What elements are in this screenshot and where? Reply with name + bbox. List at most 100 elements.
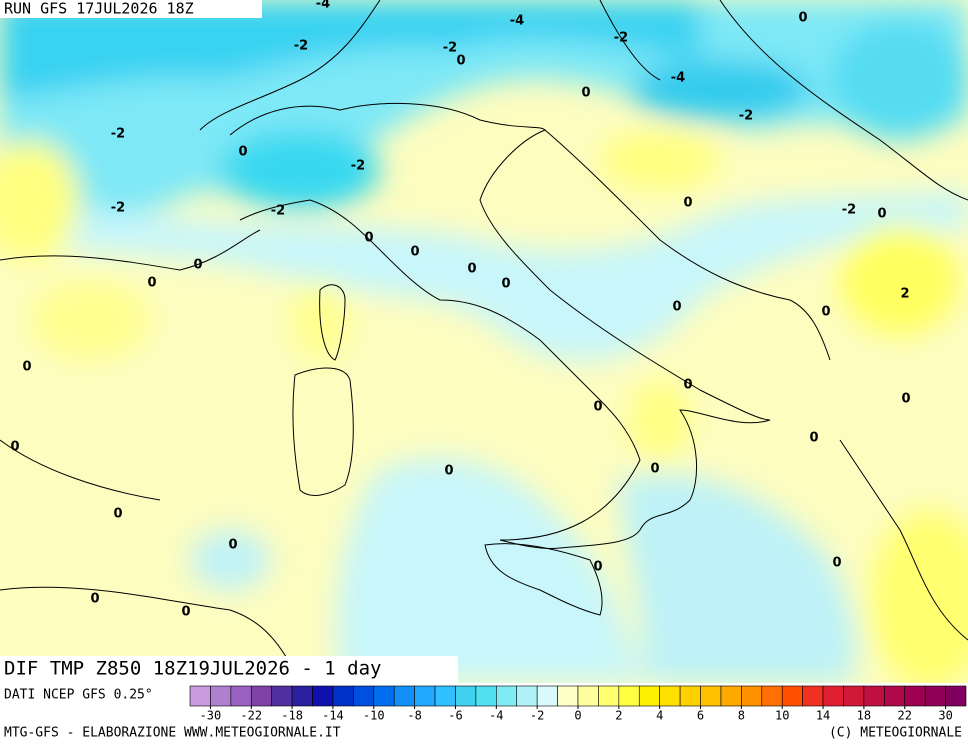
- colorbar-tick-label: -6: [448, 709, 462, 723]
- contour-label: 0: [228, 538, 237, 553]
- contour-label: 0: [501, 277, 510, 292]
- colorbar-swatch: [761, 685, 783, 707]
- contour-label: -2: [842, 203, 856, 218]
- contour-label: 0: [364, 231, 373, 246]
- contour-label: 0: [877, 207, 886, 222]
- colorbar-swatch: [516, 685, 538, 707]
- coastlines: [0, 0, 968, 683]
- colorbar-tick-label: 10: [775, 709, 789, 723]
- colorbar-swatch: [210, 685, 232, 707]
- contour-label: 0: [467, 262, 476, 277]
- colorbar-swatch: [271, 685, 293, 707]
- map-title: DIF TMP Z850 18Z19JUL2026 - 1 day: [4, 658, 382, 680]
- colorbar-swatch: [741, 685, 763, 707]
- colorbar-swatch: [496, 685, 518, 707]
- colorbar-swatch: [802, 685, 824, 707]
- contour-label: 0: [113, 507, 122, 522]
- colorbar-swatch: [332, 685, 354, 707]
- colorbar-swatch: [700, 685, 722, 707]
- colorbar-swatch: [679, 685, 701, 707]
- colorbar-swatch: [781, 685, 803, 707]
- colorbar-tick-label: -30: [200, 709, 222, 723]
- colorbar-tick-label: 8: [738, 709, 745, 723]
- contour-label: -2: [351, 159, 365, 174]
- contour-label: 0: [798, 11, 807, 26]
- colorbar-tick-label: -2: [530, 709, 544, 723]
- contour-label: 0: [22, 360, 31, 375]
- colorbar-swatch: [373, 685, 395, 707]
- contour-label: -4: [671, 71, 685, 86]
- contour-label: 0: [593, 400, 602, 415]
- colorbar-swatch: [455, 685, 477, 707]
- colorbar-swatch: [720, 685, 742, 707]
- footer-right: (C) METEOGIORNALE: [829, 726, 962, 741]
- contour-label: -2: [443, 41, 457, 56]
- colorbar-tick-label: -4: [489, 709, 503, 723]
- colorbar-swatch: [250, 685, 272, 707]
- colorbar-swatch: [536, 685, 558, 707]
- contour-label: -2: [111, 127, 125, 142]
- map-field: -4 -4 0 -2 -2 0 -2 -4 0 -2 -2 0 -2 -2 -2 -2 0 0 0 0 0 0 0 0 2 0 0 0…: [0, 0, 968, 683]
- contour-label: 0: [456, 54, 465, 69]
- colorbar-swatch: [557, 685, 579, 707]
- contour-label: 0: [238, 145, 247, 160]
- contour-label: 0: [90, 592, 99, 607]
- contour-label: 2: [900, 287, 909, 302]
- run-label: RUN GFS 17JUL2026 18Z: [4, 0, 194, 18]
- contour-label: 0: [683, 196, 692, 211]
- contour-label: 0: [650, 462, 659, 477]
- colorbar-swatch: [884, 685, 906, 707]
- contour-label: 0: [410, 245, 419, 260]
- colorbar-swatch: [291, 685, 313, 707]
- contour-label: -2: [271, 204, 285, 219]
- contour-labels: -4 -4 0 -2 -2 0 -2 -4 0 -2 -2 0 -2 -2 -2 -2 0 0 0 0 0 0 0 0 2 0 0 0…: [10, 0, 910, 620]
- footer-left: MTG-GFS - ELABORAZIONE WWW.METEOGIORNALE…: [4, 726, 341, 741]
- colorbar-tick-label: -10: [363, 709, 385, 723]
- colorbar-tick-label: 6: [697, 709, 704, 723]
- contour-label: -2: [294, 39, 308, 54]
- colorbar-swatch: [577, 685, 599, 707]
- colorbar-swatch: [475, 685, 497, 707]
- colorbar-tick-label: 0: [574, 709, 581, 723]
- contour-label: -2: [111, 201, 125, 216]
- colorbar-swatch: [618, 685, 640, 707]
- colorbar-tick-label: -14: [322, 709, 344, 723]
- contour-label: -2: [614, 31, 628, 46]
- contour-label: 0: [593, 560, 602, 575]
- colorbar-tick-label: 18: [857, 709, 871, 723]
- colorbar-swatch: [638, 685, 660, 707]
- contour-label: 0: [581, 86, 590, 101]
- contour-label: 0: [193, 258, 202, 273]
- colorbar-swatch: [312, 685, 334, 707]
- colorbar-swatch: [904, 685, 926, 707]
- contour-label: -4: [510, 14, 524, 29]
- data-source: DATI NCEP GFS 0.25°: [4, 688, 153, 703]
- colorbar-tick-label: 30: [938, 709, 952, 723]
- colorbar-swatch: [189, 685, 211, 707]
- contour-label: 0: [683, 378, 692, 393]
- colorbar-swatch: [353, 685, 375, 707]
- colorbar-tick-label: -18: [281, 709, 303, 723]
- contour-label: -2: [739, 109, 753, 124]
- contour-label: -4: [316, 0, 330, 12]
- contour-label: 0: [832, 556, 841, 571]
- contour-label: 0: [809, 431, 818, 446]
- colorbar-tick-label: -22: [240, 709, 262, 723]
- contour-label: 0: [672, 300, 681, 315]
- colorbar-tick-label: 22: [898, 709, 912, 723]
- colorbar-swatch: [945, 685, 967, 707]
- header-box: [0, 0, 262, 18]
- colorbar-swatch: [434, 685, 456, 707]
- colorbar-tick-label: 14: [816, 709, 830, 723]
- colorbar-swatch: [863, 685, 885, 707]
- contour-label: 0: [181, 605, 190, 620]
- contour-label: 0: [147, 276, 156, 291]
- colorbar-swatch: [924, 685, 946, 707]
- colorbar-tick-label: 4: [656, 709, 663, 723]
- colorbar-swatch: [414, 685, 436, 707]
- colorbar-swatch: [230, 685, 252, 707]
- colorbar: -30 -22 -18 -14 -10 -8 -6 -4 -2 0 2 4 6 8 10 14 18 22 30: [189, 685, 967, 723]
- contour-label: 0: [821, 305, 830, 320]
- colorbar-swatch: [843, 685, 865, 707]
